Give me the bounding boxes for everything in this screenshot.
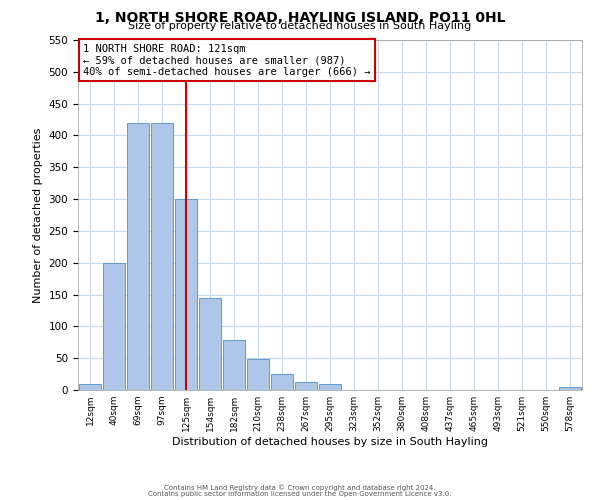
Bar (271, 374, 293, 390)
Bar (199, 298, 221, 390)
Bar (295, 382, 317, 390)
Text: Size of property relative to detached houses in South Hayling: Size of property relative to detached ho… (128, 21, 472, 31)
Bar (559, 387, 581, 390)
Text: 1, NORTH SHORE ROAD, HAYLING ISLAND, PO11 0HL: 1, NORTH SHORE ROAD, HAYLING ISLAND, PO1… (95, 11, 505, 25)
Bar (127, 122, 149, 390)
Y-axis label: Number of detached properties: Number of detached properties (33, 128, 43, 302)
Bar (319, 384, 341, 390)
Text: Contains public sector information licensed under the Open Government Licence v3: Contains public sector information licen… (148, 491, 452, 497)
Bar (223, 340, 245, 390)
Bar (175, 199, 197, 390)
Bar (79, 384, 101, 390)
Bar (151, 122, 173, 390)
X-axis label: Distribution of detached houses by size in South Hayling: Distribution of detached houses by size … (172, 437, 488, 447)
Bar (247, 360, 269, 390)
Bar (103, 262, 125, 390)
Text: 1 NORTH SHORE ROAD: 121sqm
← 59% of detached houses are smaller (987)
40% of sem: 1 NORTH SHORE ROAD: 121sqm ← 59% of deta… (83, 44, 371, 76)
Text: Contains HM Land Registry data © Crown copyright and database right 2024.: Contains HM Land Registry data © Crown c… (164, 484, 436, 491)
